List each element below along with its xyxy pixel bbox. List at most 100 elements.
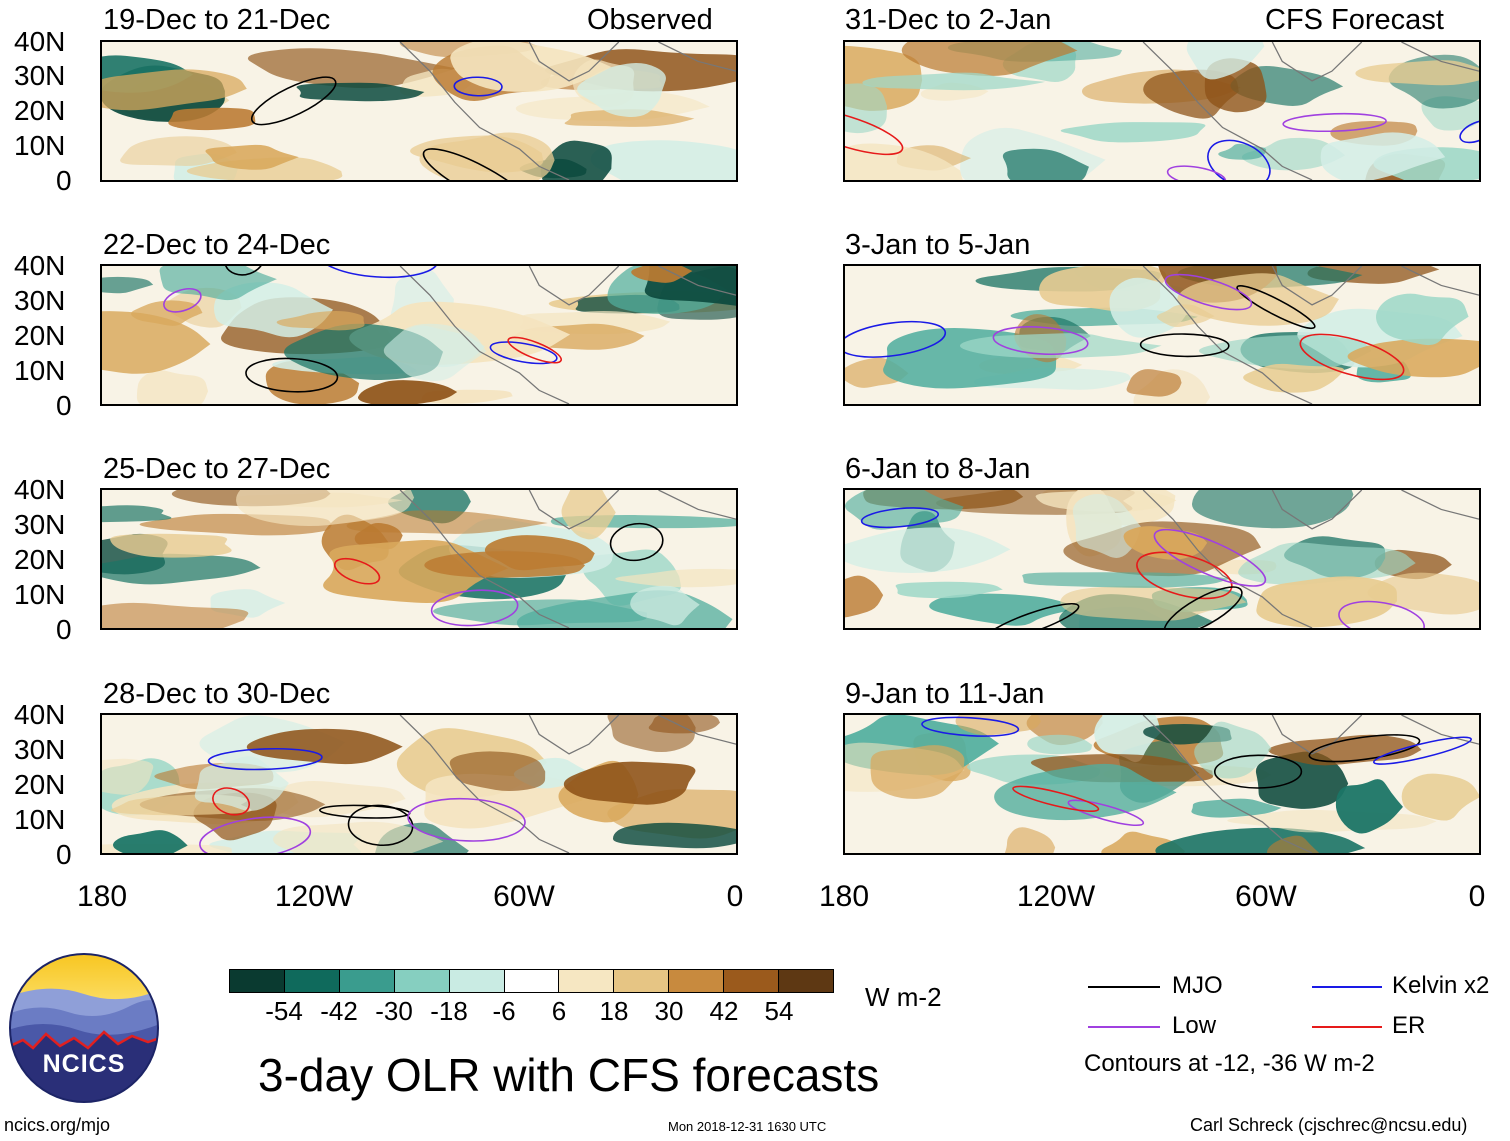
olr-anomaly-region bbox=[612, 822, 736, 849]
olr-anomaly-region bbox=[102, 553, 261, 585]
olr-anomaly-region bbox=[1126, 369, 1182, 397]
olr-anomaly-region bbox=[1375, 293, 1469, 346]
olr-anomaly-region bbox=[1060, 122, 1206, 143]
olr-anomaly-region bbox=[845, 527, 1011, 573]
olr-map bbox=[102, 490, 736, 628]
olr-anomaly-region bbox=[273, 821, 444, 853]
olr-anomaly-region bbox=[1194, 721, 1272, 779]
footer-link[interactable]: ncics.org/mjo bbox=[4, 1115, 111, 1135]
contours-note: Contours at -12, -36 W m-2 bbox=[1084, 1050, 1375, 1077]
olr-anomaly-region bbox=[1355, 60, 1479, 86]
olr-anomaly-region bbox=[540, 140, 612, 180]
x-tick-label: 120W bbox=[274, 880, 354, 913]
olr-anomaly-region bbox=[1198, 335, 1372, 370]
wave-contour bbox=[992, 326, 1089, 356]
ncics-logo: NCICS bbox=[8, 952, 160, 1104]
olr-anomaly-region bbox=[246, 728, 403, 765]
wave-contour bbox=[507, 336, 563, 364]
olr-anomaly-region bbox=[845, 490, 964, 530]
olr-anomaly-region bbox=[357, 380, 458, 404]
colorbar-swatch bbox=[504, 970, 560, 992]
wave-contour bbox=[1213, 754, 1303, 789]
colorbar-swatch bbox=[230, 970, 285, 992]
y-tick-label: 30N bbox=[14, 509, 66, 540]
figure-title: 3-day OLR with CFS forecasts bbox=[258, 1049, 880, 1101]
panel-title-6: 3-Jan to 5-Jan bbox=[845, 229, 1031, 261]
olr-anomaly-region bbox=[901, 42, 1078, 77]
olr-anomaly-region bbox=[247, 48, 457, 89]
olr-anomaly-region bbox=[1060, 586, 1247, 621]
olr-map bbox=[845, 715, 1479, 853]
olr-anomaly-region bbox=[1004, 827, 1056, 853]
olr-anomaly-region bbox=[994, 763, 1177, 821]
coastline bbox=[1142, 490, 1479, 628]
olr-anomaly-region bbox=[346, 510, 548, 534]
map-panel-4 bbox=[100, 713, 738, 855]
olr-anomaly-region bbox=[1002, 148, 1089, 180]
olr-anomaly-region bbox=[1123, 526, 1208, 560]
olr-map bbox=[845, 490, 1479, 628]
y-tick-label: 30N bbox=[14, 285, 66, 316]
olr-anomaly-region bbox=[870, 745, 965, 799]
panel-title-4: 28-Dec to 30-Dec bbox=[103, 678, 331, 710]
olr-anomaly-region bbox=[862, 72, 1046, 91]
wave-contour bbox=[1308, 734, 1421, 763]
legend-label-low: Low bbox=[1172, 1012, 1217, 1039]
colorbar-swatch bbox=[339, 970, 395, 992]
olr-anomaly-region bbox=[102, 758, 154, 795]
colorbar-tick-label: -54 bbox=[265, 996, 303, 1026]
olr-map bbox=[102, 42, 736, 180]
wave-contour bbox=[1164, 273, 1253, 311]
wave-contour bbox=[1207, 139, 1271, 180]
olr-anomaly-region bbox=[845, 143, 963, 180]
map-panel-7 bbox=[843, 488, 1481, 630]
colorbar-swatch bbox=[394, 970, 450, 992]
footer-credit: Carl Schreck (cjschrec@ncsu.edu) bbox=[1190, 1115, 1468, 1135]
olr-anomaly-region bbox=[1072, 494, 1141, 558]
x-tick-label: 60W bbox=[493, 880, 555, 913]
legend-label-kelvin: Kelvin x2 bbox=[1392, 972, 1490, 999]
wave-contour bbox=[212, 787, 250, 816]
colorbar-tick-label: -42 bbox=[320, 996, 358, 1026]
wave-contour bbox=[223, 266, 266, 276]
olr-anomaly-region bbox=[1256, 576, 1398, 628]
colorbar-units: W m-2 bbox=[865, 982, 942, 1012]
wave-contour bbox=[430, 589, 519, 627]
colorbar-tick-label: 18 bbox=[599, 996, 629, 1026]
panel-title-8: 9-Jan to 11-Jan bbox=[845, 678, 1045, 710]
olr-anomaly-region bbox=[110, 533, 232, 558]
wave-contour bbox=[845, 108, 904, 156]
wave-contour bbox=[163, 287, 202, 313]
olr-anomaly-region bbox=[577, 63, 666, 117]
map-panel-6 bbox=[843, 264, 1481, 406]
wave-contour bbox=[1136, 551, 1233, 600]
wave-contour bbox=[1067, 799, 1145, 827]
olr-anomaly-region bbox=[1022, 572, 1229, 588]
olr-anomaly-region bbox=[845, 83, 888, 134]
wave-contour bbox=[333, 557, 381, 585]
y-tick-label: 10N bbox=[14, 579, 66, 610]
panel-title-1: 19-Dec to 21-Dec bbox=[103, 4, 331, 36]
coastline bbox=[399, 266, 736, 404]
y-tick-label: 10N bbox=[14, 130, 66, 161]
y-tick-label: 0 bbox=[56, 390, 72, 421]
wave-contour bbox=[609, 522, 664, 562]
olr-anomaly-region bbox=[276, 311, 365, 331]
olr-anomaly-region bbox=[590, 140, 736, 180]
wave-contour bbox=[1282, 112, 1387, 133]
colorbar-swatch bbox=[779, 970, 833, 992]
colorbar bbox=[229, 969, 834, 993]
olr-map bbox=[102, 715, 736, 853]
y-tick-label: 0 bbox=[56, 839, 72, 870]
x-tick-label: 0 bbox=[726, 880, 744, 913]
panel-title-5: 31-Dec to 2-Jan bbox=[845, 4, 1052, 36]
olr-anomaly-region bbox=[1192, 490, 1354, 529]
x-tick-label: 180 bbox=[818, 880, 870, 913]
olr-anomaly-region bbox=[1401, 773, 1479, 821]
y-tick-label: 0 bbox=[56, 165, 72, 196]
y-tick-label: 10N bbox=[14, 804, 66, 835]
legend-line-kelvin bbox=[1312, 986, 1382, 988]
wave-contour bbox=[1459, 119, 1479, 144]
wave-contour bbox=[1299, 333, 1405, 381]
colorbar-tick-label: 30 bbox=[654, 996, 684, 1026]
